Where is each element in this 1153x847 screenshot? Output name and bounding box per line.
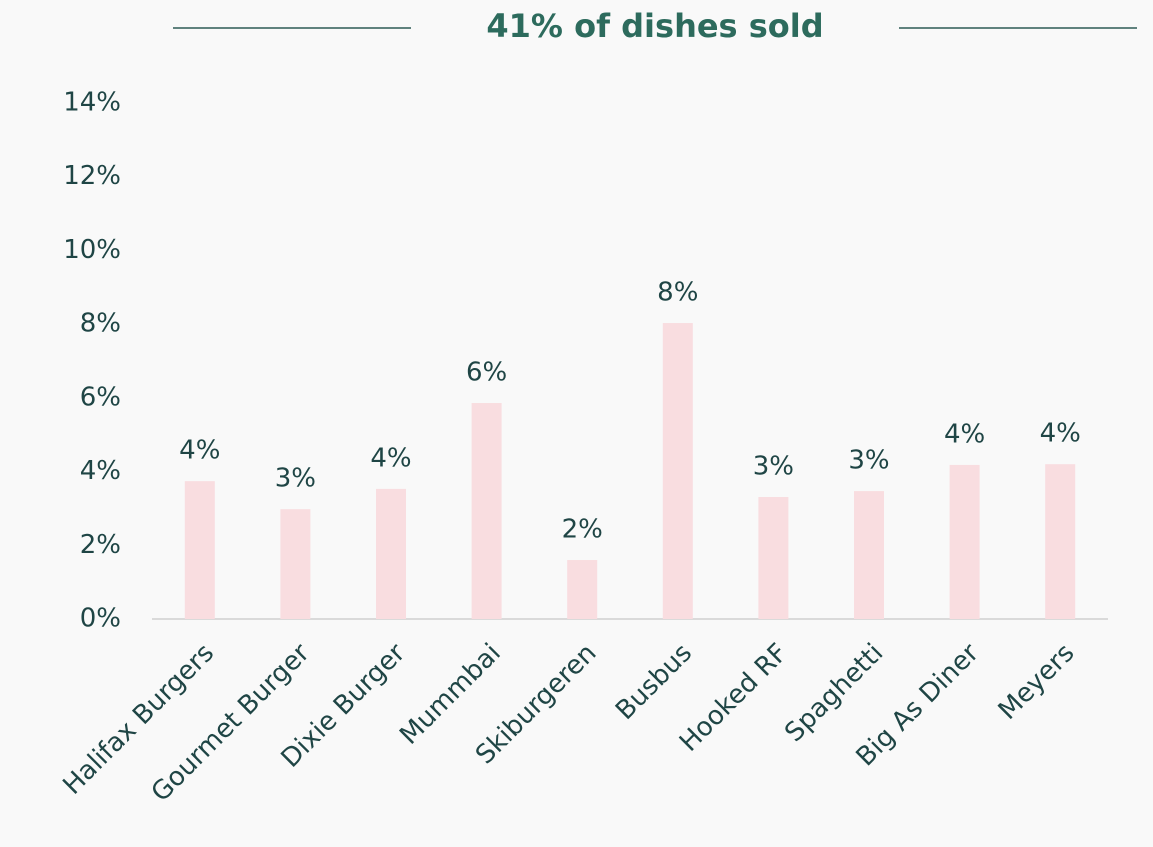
y-tick-label: 0%	[80, 604, 121, 634]
value-label: 4%	[179, 436, 220, 466]
value-label: 4%	[1040, 419, 1081, 449]
bar	[949, 464, 980, 619]
value-label: 3%	[275, 464, 316, 494]
y-tick-label: 12%	[63, 161, 121, 191]
bar	[758, 497, 789, 619]
y-tick-label: 6%	[80, 382, 121, 412]
x-tick-label: Meyers	[993, 638, 1081, 726]
bar	[471, 403, 502, 619]
value-label: 3%	[753, 452, 794, 482]
bar	[567, 560, 598, 619]
x-tick-label: Gourmet Burger	[146, 638, 316, 808]
value-label: 4%	[944, 419, 985, 449]
bar	[662, 323, 693, 619]
bar	[854, 491, 884, 619]
y-tick-label: 4%	[80, 456, 121, 486]
bar	[184, 481, 215, 619]
bar	[280, 509, 311, 619]
value-label: 6%	[466, 358, 507, 388]
value-label: 4%	[370, 443, 411, 473]
value-label: 8%	[657, 278, 698, 308]
value-label: 3%	[848, 446, 889, 476]
y-tick-label: 14%	[63, 88, 121, 118]
bar	[1045, 464, 1076, 619]
x-tick-label: Busbus	[610, 638, 698, 726]
y-tick-label: 8%	[80, 309, 121, 339]
y-tick-label: 2%	[80, 530, 121, 560]
value-label: 2%	[562, 515, 603, 545]
chart-title: 41% of dishes sold	[486, 7, 823, 45]
bar	[376, 488, 406, 619]
y-tick-label: 10%	[63, 235, 121, 265]
